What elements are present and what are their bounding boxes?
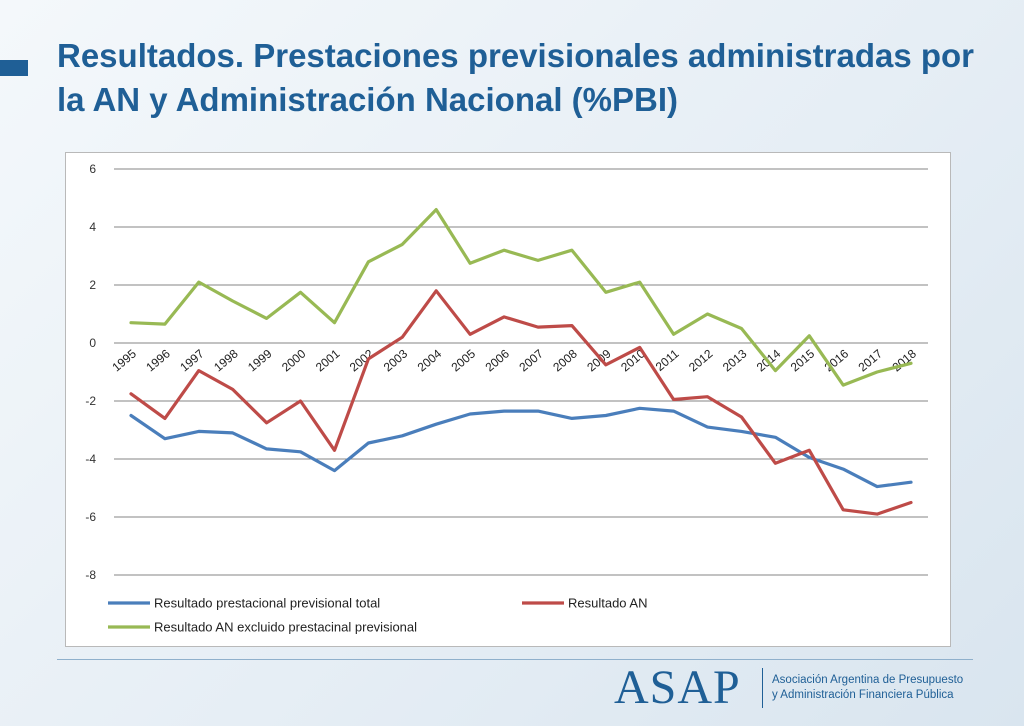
series-line-1 bbox=[129, 406, 913, 489]
x-tick-label: 2001 bbox=[313, 346, 343, 374]
x-tick-label: 2007 bbox=[516, 346, 546, 374]
x-tick-label: 1999 bbox=[245, 346, 275, 374]
x-tick-label: 1996 bbox=[143, 346, 173, 374]
footer-divider bbox=[57, 659, 973, 660]
x-tick-label: 2003 bbox=[381, 346, 411, 374]
series-line-2 bbox=[129, 289, 913, 516]
y-tick-label: -8 bbox=[85, 568, 96, 582]
y-tick-label: 4 bbox=[89, 220, 96, 234]
y-tick-label: 0 bbox=[89, 336, 96, 350]
x-tick-label: 2005 bbox=[449, 346, 479, 374]
legend-label: Resultado AN bbox=[568, 596, 648, 611]
x-tick-label: 2013 bbox=[720, 346, 750, 374]
x-tick-label: 2009 bbox=[584, 346, 614, 374]
x-tick-label: 2011 bbox=[653, 346, 682, 374]
x-tick-label: 2015 bbox=[788, 346, 818, 374]
y-tick-label: 2 bbox=[89, 278, 96, 292]
series-line-3 bbox=[129, 207, 913, 387]
asap-logo-mark: ASAP bbox=[614, 661, 741, 714]
x-tick-label: 2012 bbox=[686, 346, 716, 374]
legend-label: Resultado AN excluido prestacinal previs… bbox=[154, 620, 417, 635]
slide-title: Resultados. Prestaciones previsionales a… bbox=[57, 37, 975, 118]
x-tick-label: 2006 bbox=[483, 346, 513, 374]
logo-text-line-1: Asociación Argentina de Presupuesto bbox=[772, 674, 964, 686]
x-tick-label: 2002 bbox=[347, 346, 377, 374]
y-tick-label: -6 bbox=[85, 510, 96, 524]
chart-canvas: 6 4 2 0 -2 -4 -6 -8 1995 1996 1997 1998 1999 2000 2001… bbox=[85, 162, 928, 635]
logo-separator bbox=[762, 668, 763, 708]
asap-logo-text: Asociación Argentina de Presupuesto y Ad… bbox=[772, 673, 982, 703]
x-tick-label: 2000 bbox=[279, 346, 309, 374]
x-tick-label: 1998 bbox=[211, 346, 241, 374]
line-chart: 6 4 2 0 -2 -4 -6 -8 1995 1996 1997 1998 1999 2000 2001… bbox=[65, 152, 951, 647]
logo-text-line-2: y Administración Financiera Pública bbox=[772, 689, 954, 701]
x-tick-label: 1995 bbox=[109, 346, 139, 374]
x-tick-label: 2004 bbox=[415, 346, 445, 374]
x-tick-label: 2018 bbox=[890, 346, 920, 374]
y-tick-label: -2 bbox=[85, 394, 96, 408]
x-tick-label: 2008 bbox=[550, 346, 580, 374]
title-accent-square bbox=[0, 60, 28, 76]
legend-label: Resultado prestacional previsional total bbox=[154, 596, 380, 611]
x-tick-label: 1997 bbox=[177, 346, 207, 374]
y-tick-label: 6 bbox=[89, 162, 96, 176]
y-tick-label: -4 bbox=[85, 452, 96, 466]
